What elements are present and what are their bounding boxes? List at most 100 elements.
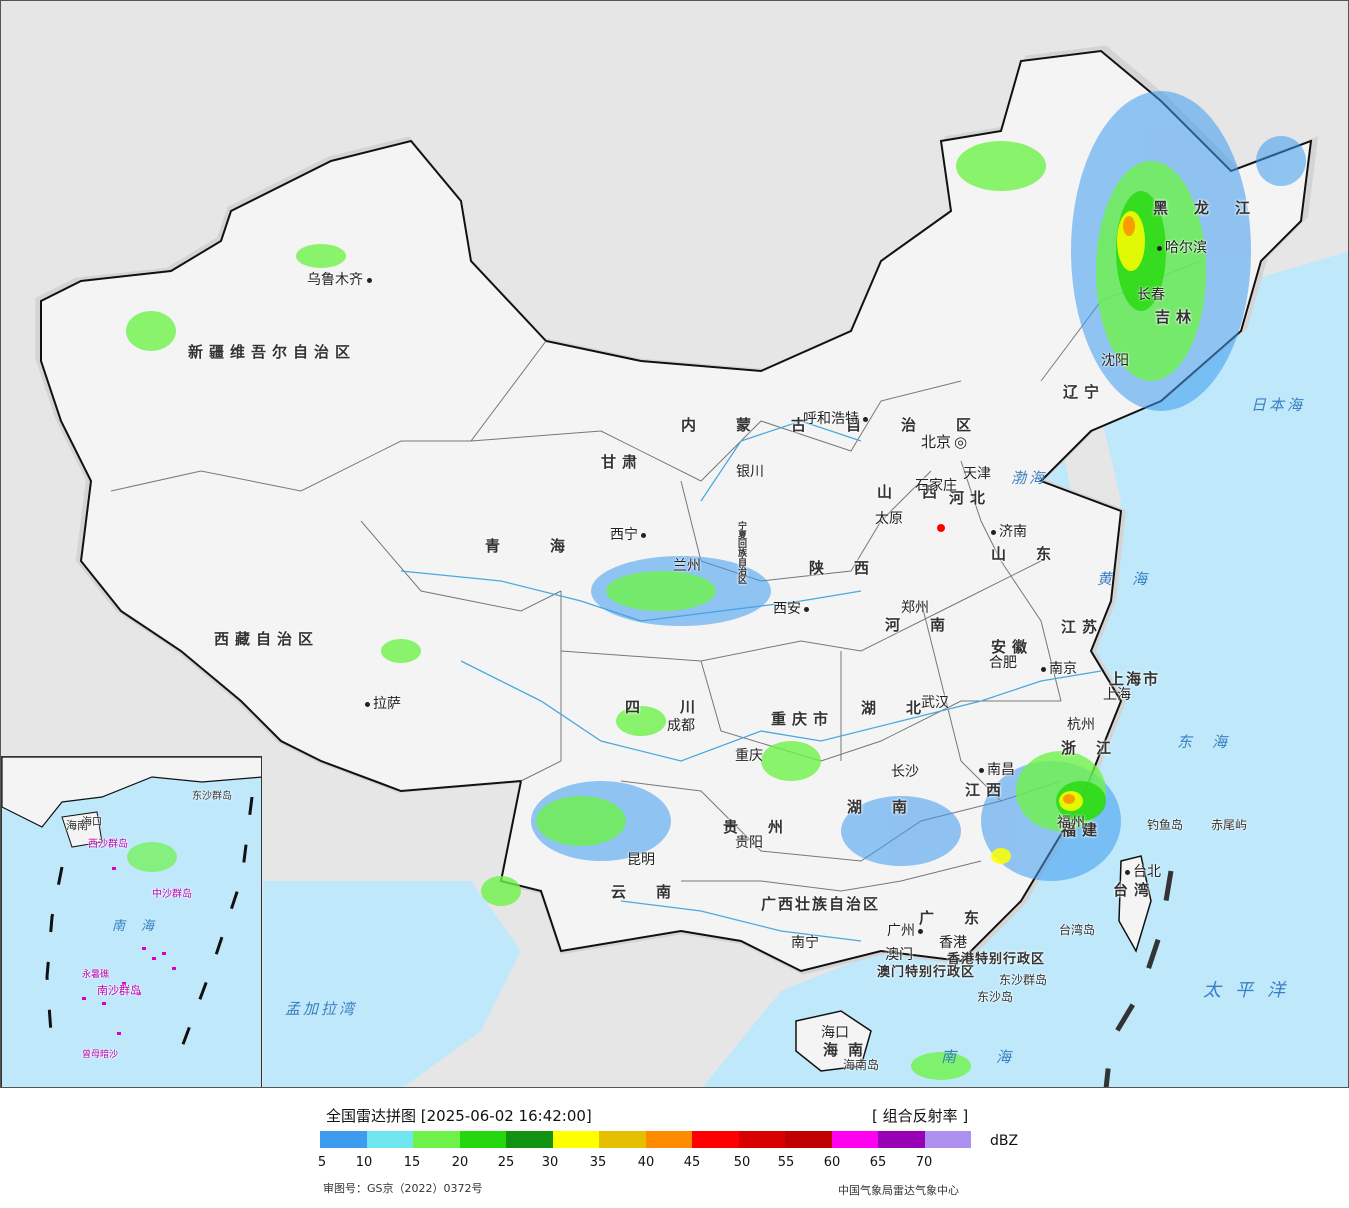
city-label: 沈阳 [1101, 353, 1129, 369]
city-label: 福州 [1057, 815, 1085, 831]
hainan-island [795, 1010, 872, 1072]
inset-label: 南沙群岛 [97, 984, 141, 997]
inset-label: 东沙群岛 [192, 791, 232, 802]
legend-tick-label: 50 [733, 1155, 751, 1170]
inset-label: 曾母暗沙 [82, 1050, 119, 1060]
city-label: 广州 [887, 920, 926, 940]
city-label: 香港 [939, 935, 967, 951]
data-source: 中国气象局雷达气象中心 [838, 1184, 959, 1197]
legend-tick-label: 45 [683, 1155, 701, 1170]
legend-tick-label: 20 [451, 1155, 469, 1170]
taiwan-island [1118, 855, 1152, 953]
island-label: 赤尾屿 [1211, 818, 1248, 832]
legend-tick-label: 15 [403, 1155, 421, 1170]
island-label: 东沙岛 [977, 990, 1014, 1004]
legend-tick-label: 40 [637, 1155, 655, 1170]
legend-tick-label: 30 [541, 1155, 559, 1170]
inset-label: 西沙群岛 [88, 839, 128, 850]
city-label: 澳门 [885, 947, 913, 963]
city-label: 呼和浩特 [803, 408, 871, 428]
province-label: 云南 [611, 883, 702, 901]
sea-label: 日本海 [1251, 396, 1306, 414]
legend-swatch [320, 1131, 367, 1148]
city-label: 银川 [736, 464, 764, 480]
island-label: 东沙群岛 [999, 973, 1048, 987]
city-label: 太原 [875, 511, 903, 527]
sea-label: 南海 [941, 1048, 1052, 1066]
china-land [40, 49, 1313, 973]
legend-swatch [459, 1131, 506, 1148]
legend-unit: dBZ [990, 1133, 1019, 1149]
south-china-sea-inset: 南海 海南 海口 东沙群岛 永暑礁 南沙群岛 曾母暗沙 中沙群岛 西沙群岛 [1, 756, 262, 1087]
legend-color-bar [320, 1131, 971, 1148]
radar-map: 新疆维吾尔自治区 西藏自治区 青海 甘肃 四川 云南 贵州 广西壮族自治区 广东… [0, 0, 1349, 1088]
city-label: 昆明 [627, 852, 655, 868]
province-label: 新疆维吾尔自治区 [188, 343, 357, 361]
legend-swatch [924, 1131, 971, 1148]
sea-label: 黄海 [1097, 570, 1168, 588]
legend-swatch [552, 1131, 599, 1148]
city-label: 南昌 [979, 759, 1015, 779]
city-label: 西安 [773, 598, 812, 618]
province-label: 安徽 [991, 638, 1034, 656]
province-label: 浙江 [1061, 739, 1132, 757]
city-label: 重庆 [735, 748, 763, 764]
legend-tick-label: 10 [355, 1155, 373, 1170]
city-label: 天津 [963, 466, 991, 482]
bay-of-bengal [263, 881, 521, 1087]
province-label: 海南 [823, 1041, 874, 1059]
pacific-ocean [702, 251, 1348, 1087]
city-label: 上海 [1103, 687, 1131, 703]
province-label: 山东 [991, 545, 1082, 563]
inset-label: 南海 [112, 919, 171, 934]
province-label: 辽宁 [1063, 383, 1106, 401]
province-label: 澳门特别行政区 [877, 965, 976, 980]
inset-label: 海南 [66, 819, 88, 832]
province-label: 台湾 [1113, 881, 1156, 899]
city-label: 成都 [667, 718, 695, 734]
legend-product: [ 组合反射率 ] [872, 1107, 969, 1125]
island-label: 海南岛 [843, 1058, 880, 1072]
city-label: 济南 [991, 521, 1027, 541]
map-approval-number: 审图号：GS京（2022）0372号 [323, 1182, 483, 1195]
province-label: 河南 [885, 616, 976, 634]
legend-swatch [738, 1131, 785, 1148]
city-label: 南京 [1041, 658, 1077, 678]
province-label: 西藏自治区 [214, 630, 320, 648]
legend-tick-label: 70 [915, 1155, 933, 1170]
province-label: 山西 [877, 483, 968, 501]
city-label: 台北 [1125, 861, 1161, 881]
legend-swatch [692, 1131, 739, 1148]
island-label: 钓鱼岛 [1147, 818, 1184, 832]
city-label: 北京 ◎ [921, 433, 968, 451]
city-label: 南宁 [791, 935, 819, 951]
legend-swatch [878, 1131, 925, 1148]
legend-tick-label: 5 [317, 1155, 327, 1170]
province-label: 陕西 [809, 559, 900, 577]
legend-tick-label: 65 [869, 1155, 887, 1170]
province-label: 上海市 [1109, 670, 1161, 688]
province-label: 江苏 [1061, 618, 1104, 636]
city-label: 拉萨 [365, 693, 401, 713]
city-label: 合肥 [989, 655, 1017, 671]
inset-label: 中沙群岛 [152, 889, 192, 900]
legend-title: 全国雷达拼图 [2025-06-02 16:42:00] [326, 1107, 592, 1125]
sea-label: 太平洋 [1203, 980, 1299, 1001]
province-label: 福建 [1061, 821, 1104, 839]
legend-swatch [645, 1131, 692, 1148]
province-label: 吉林 [1155, 308, 1198, 326]
legend-tick-label: 35 [589, 1155, 607, 1170]
province-label: 广西壮族自治区 [761, 895, 881, 913]
legend-swatch [413, 1131, 460, 1148]
sea-label: 东海 [1177, 733, 1248, 751]
province-label: 黑龙江 [1153, 199, 1277, 217]
legend-swatch [599, 1131, 646, 1148]
inset-label: 海口 [82, 817, 102, 828]
inset-canvas [2, 757, 261, 1048]
city-label: 石家庄 [915, 478, 957, 494]
city-label: 西宁 [610, 524, 649, 544]
legend-panel: 全国雷达拼图 [2025-06-02 16:42:00] [ 组合反射率 ] 5… [0, 1088, 1349, 1208]
city-label: 哈尔滨 [1157, 237, 1207, 257]
province-label: 湖南 [847, 798, 938, 816]
legend-swatch [366, 1131, 413, 1148]
